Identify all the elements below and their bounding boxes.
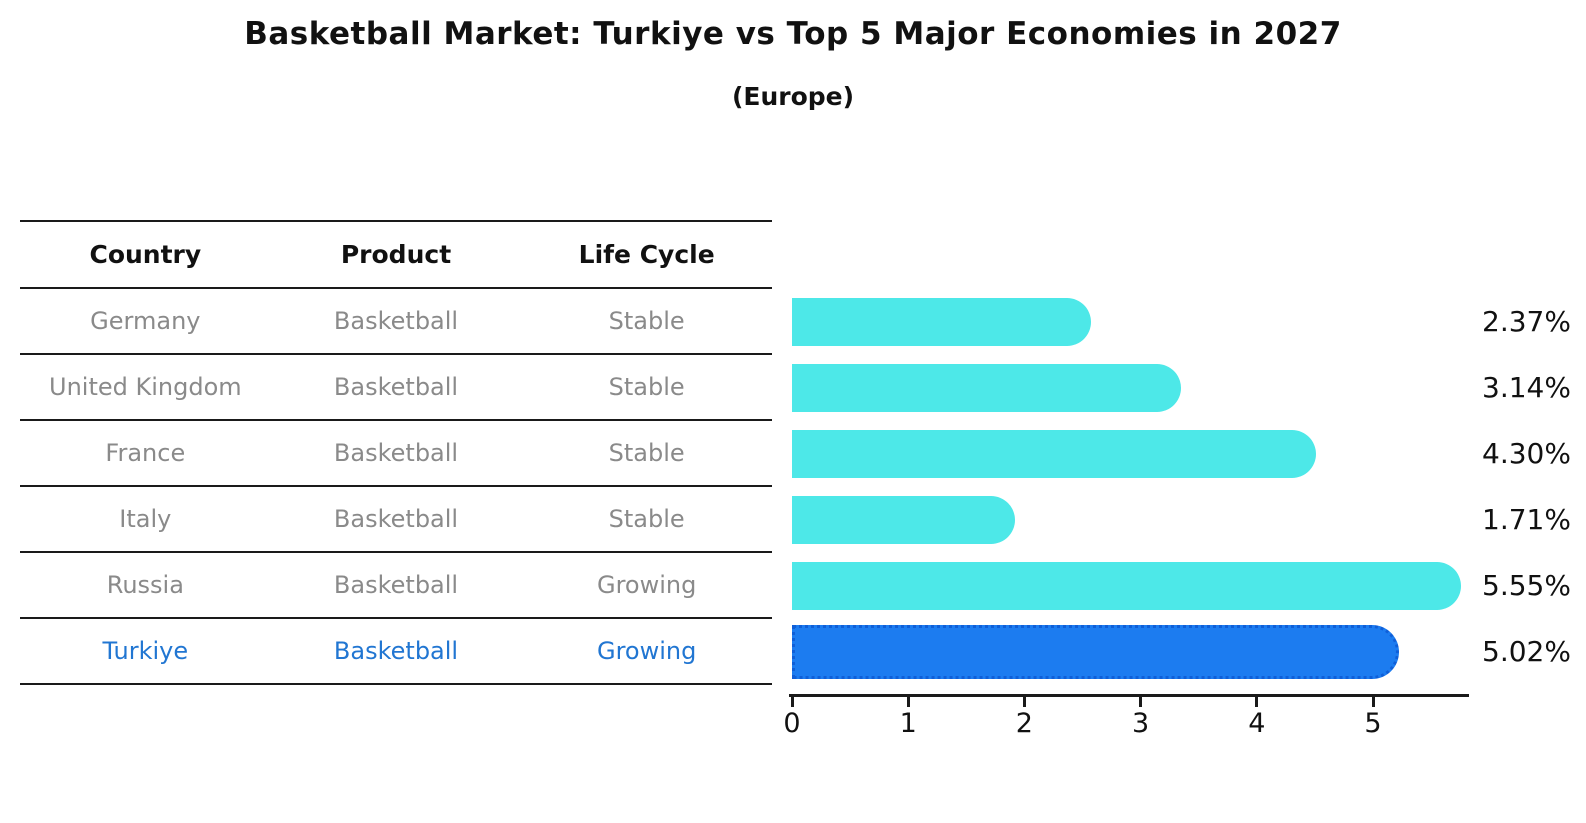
x-tick-label: 3 [1132,708,1150,739]
bar-russia [792,562,1461,610]
table-row-united-kingdom: United Kingdom Basketball Stable [20,355,772,421]
cell-product: Basketball [333,439,459,467]
cell-product: Basketball [333,505,459,533]
cell-product: Basketball [333,373,459,401]
cell-country: Russia [106,571,184,599]
table-row-russia: Russia Basketball Growing [20,553,772,619]
chart-subtitle: (Europe) [731,82,855,111]
bar-france [792,430,1316,478]
cell-country: Turkiye [102,637,189,665]
country-table: Country Product Life Cycle Germany Basket… [20,220,772,685]
cell-product: Basketball [333,637,459,665]
x-tick-mark [1255,697,1259,707]
cell-country: United Kingdom [49,373,242,401]
column-header-country: Country [89,240,202,269]
x-tick-label: 1 [899,708,917,739]
x-tick-mark [1139,697,1143,707]
cell-life-cycle: Stable [608,373,685,401]
cell-product: Basketball [333,307,459,335]
cell-life-cycle: Stable [608,505,685,533]
bar-italy [792,496,1015,544]
bar-germany [792,298,1091,346]
highlighted-bar-turkiye [792,625,1399,679]
cell-life-cycle: Growing [596,571,697,599]
column-header-product: Product [340,240,452,269]
cell-life-cycle: Stable [608,439,685,467]
x-axis-line [789,694,1469,697]
x-tick-label: 2 [1015,708,1033,739]
x-tick-mark [1371,697,1375,707]
cell-country: France [105,439,186,467]
cell-life-cycle: Stable [608,307,685,335]
bar-value-label-turkiye: 5.02% [1482,635,1571,668]
x-tick-label: 5 [1364,708,1382,739]
table-row-germany: Germany Basketball Stable [20,289,772,355]
table-row-turkiye: Turkiye Basketball Growing [20,619,772,685]
cell-life-cycle: Growing [596,637,697,665]
bar-united-kingdom [792,364,1181,412]
table-row-france: France Basketball Stable [20,421,772,487]
x-tick-label: 0 [783,708,801,739]
column-header-life-cycle: Life Cycle [578,240,715,269]
chart-title: Basketball Market: Turkiye vs Top 5 Majo… [244,16,1342,52]
x-tick-mark [790,697,794,707]
cell-country: Italy [119,505,172,533]
table-row-italy: Italy Basketball Stable [20,487,772,553]
bar-value-label-germany: 2.37% [1482,305,1571,338]
table-body: Germany Basketball Stable United Kingdom Bas… [20,289,772,685]
cell-product: Basketball [333,571,459,599]
cell-country: Germany [90,307,201,335]
x-tick-mark [1022,697,1026,707]
table-header-row: Country Product Life Cycle [20,222,772,289]
bar-value-label-italy: 1.71% [1482,503,1571,536]
bar-value-label-france: 4.30% [1482,437,1571,470]
x-tick-label: 4 [1248,708,1266,739]
x-tick-mark [906,697,910,707]
bar-value-label-russia: 5.55% [1482,569,1571,602]
bar-value-label-united-kingdom: 3.14% [1482,371,1571,404]
